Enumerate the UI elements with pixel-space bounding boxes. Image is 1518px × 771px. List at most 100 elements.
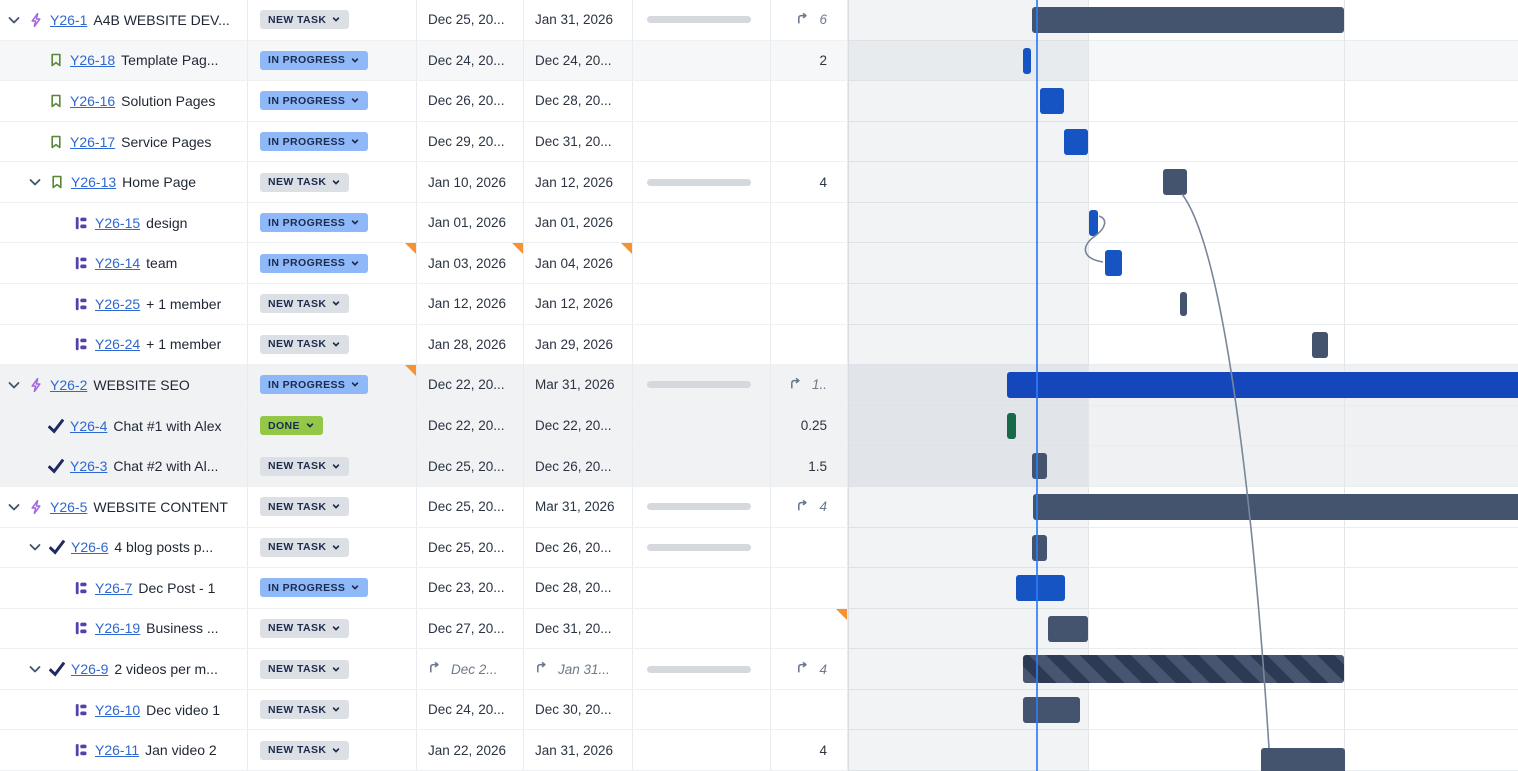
gantt-bar[interactable]	[1023, 655, 1344, 684]
task-key-link[interactable]: Y26-3	[70, 458, 108, 475]
end-date-cell[interactable]: Dec 28, 20...	[524, 568, 633, 608]
estimation-cell[interactable]: 4	[771, 162, 848, 202]
task-key-link[interactable]: Y26-18	[70, 52, 116, 69]
gantt-bar[interactable]	[1040, 88, 1064, 115]
task-name-cell[interactable]: Y26-18 Template Pag...	[0, 40, 248, 81]
start-date-cell[interactable]: Dec 2...	[417, 649, 524, 689]
task-key-link[interactable]: Y26-1	[50, 11, 88, 28]
end-date-cell[interactable]: Dec 31, 20...	[524, 608, 633, 649]
status-dropdown[interactable]: NEW TASK	[260, 172, 350, 192]
task-key-link[interactable]: Y26-24	[95, 336, 141, 353]
task-key-link[interactable]: Y26-2	[50, 376, 88, 393]
task-name-cell[interactable]: Y26-1 A4B WEBSITE DEV...	[0, 0, 248, 40]
task-key-link[interactable]: Y26-9	[71, 661, 109, 678]
gantt-bar[interactable]	[1032, 7, 1344, 33]
task-key-link[interactable]: Y26-14	[95, 255, 141, 272]
task-key-link[interactable]: Y26-11	[95, 742, 140, 759]
status-dropdown[interactable]: NEW TASK	[260, 537, 350, 557]
estimation-cell[interactable]	[771, 527, 848, 568]
gantt-bar[interactable]	[1180, 292, 1187, 317]
task-name-cell[interactable]: Y26-24 + 1 member	[0, 324, 248, 365]
end-date-cell[interactable]: Jan 12, 2026	[524, 162, 633, 202]
start-date-cell[interactable]: Dec 25, 20...	[417, 446, 524, 486]
end-date-cell[interactable]: Jan 31...	[524, 649, 633, 689]
start-date-cell[interactable]: Jan 22, 2026	[417, 730, 524, 770]
chevron-down-icon[interactable]	[6, 377, 22, 393]
chevron-down-icon[interactable]	[27, 174, 43, 190]
task-name-cell[interactable]: Y26-17 Service Pages	[0, 121, 248, 162]
end-date-cell[interactable]: Jan 04, 2026	[524, 243, 633, 284]
task-name-cell[interactable]: Y26-15 design	[0, 202, 248, 243]
task-key-link[interactable]: Y26-25	[95, 295, 141, 312]
chevron-down-icon[interactable]	[27, 539, 43, 555]
gantt-bar[interactable]	[1163, 169, 1187, 196]
task-name-cell[interactable]: Y26-16 Solution Pages	[0, 81, 248, 121]
status-dropdown[interactable]: IN PROGRESS	[260, 50, 369, 70]
estimation-cell[interactable]: 1.5	[771, 446, 848, 486]
end-date-cell[interactable]: Dec 28, 20...	[524, 81, 633, 121]
estimation-cell[interactable]: 0.25	[771, 405, 848, 446]
task-name-cell[interactable]: Y26-7 Dec Post - 1	[0, 568, 248, 608]
end-date-cell[interactable]: Dec 31, 20...	[524, 121, 633, 162]
status-dropdown[interactable]: IN PROGRESS	[260, 578, 369, 598]
task-name-cell[interactable]: Y26-13 Home Page	[0, 162, 248, 202]
task-name-cell[interactable]: Y26-19 Business ...	[0, 608, 248, 649]
status-dropdown[interactable]: NEW TASK	[260, 10, 350, 30]
status-dropdown[interactable]: NEW TASK	[260, 740, 350, 760]
start-date-cell[interactable]: Dec 26, 20...	[417, 81, 524, 121]
end-date-cell[interactable]: Jan 31, 2026	[524, 0, 633, 40]
estimation-cell[interactable]	[771, 608, 848, 649]
estimation-cell[interactable]	[771, 202, 848, 243]
end-date-cell[interactable]: Jan 01, 2026	[524, 202, 633, 243]
task-key-link[interactable]: Y26-17	[70, 133, 116, 150]
estimation-cell[interactable]: 6	[771, 0, 848, 40]
chevron-down-icon[interactable]	[6, 499, 22, 515]
estimation-cell[interactable]: 4	[771, 730, 848, 770]
gantt-bar[interactable]	[1033, 493, 1518, 520]
task-name-cell[interactable]: Y26-10 Dec video 1	[0, 689, 248, 730]
task-key-link[interactable]: Y26-6	[71, 539, 109, 556]
end-date-cell[interactable]: Jan 29, 2026	[524, 324, 633, 365]
start-date-cell[interactable]: Dec 25, 20...	[417, 0, 524, 40]
start-date-cell[interactable]: Dec 24, 20...	[417, 40, 524, 81]
start-date-cell[interactable]: Jan 10, 2026	[417, 162, 524, 202]
status-dropdown[interactable]: NEW TASK	[260, 334, 350, 354]
status-dropdown[interactable]: IN PROGRESS	[260, 253, 369, 273]
status-dropdown[interactable]: IN PROGRESS	[260, 213, 369, 233]
task-name-cell[interactable]: Y26-25 + 1 member	[0, 284, 248, 324]
status-dropdown[interactable]: NEW TASK	[260, 700, 350, 720]
estimation-cell[interactable]: 4	[771, 486, 848, 527]
task-name-cell[interactable]: Y26-3 Chat #2 with Al...	[0, 446, 248, 486]
end-date-cell[interactable]: Mar 31, 2026	[524, 486, 633, 527]
gantt-bar[interactable]	[1023, 696, 1080, 723]
end-date-cell[interactable]: Dec 26, 20...	[524, 446, 633, 486]
status-dropdown[interactable]: NEW TASK	[260, 659, 350, 679]
start-date-cell[interactable]: Dec 23, 20...	[417, 568, 524, 608]
status-dropdown[interactable]: DONE	[260, 416, 323, 436]
start-date-cell[interactable]: Dec 27, 20...	[417, 608, 524, 649]
gantt-bar[interactable]	[1048, 615, 1088, 642]
gantt-bar[interactable]	[1312, 331, 1328, 358]
estimation-cell[interactable]: 4	[771, 649, 848, 689]
end-date-cell[interactable]: Dec 22, 20...	[524, 405, 633, 446]
end-date-cell[interactable]: Dec 24, 20...	[524, 40, 633, 81]
start-date-cell[interactable]: Jan 28, 2026	[417, 324, 524, 365]
start-date-cell[interactable]: Jan 01, 2026	[417, 202, 524, 243]
task-key-link[interactable]: Y26-7	[95, 579, 133, 596]
end-date-cell[interactable]: Dec 26, 20...	[524, 527, 633, 568]
start-date-cell[interactable]: Jan 12, 2026	[417, 284, 524, 324]
task-key-link[interactable]: Y26-15	[95, 214, 141, 231]
gantt-bar[interactable]	[1064, 128, 1088, 155]
status-dropdown[interactable]: NEW TASK	[260, 456, 350, 476]
status-dropdown[interactable]: IN PROGRESS	[260, 375, 369, 395]
start-date-cell[interactable]: Dec 24, 20...	[417, 689, 524, 730]
task-key-link[interactable]: Y26-4	[70, 417, 108, 434]
estimation-cell[interactable]	[771, 81, 848, 121]
task-key-link[interactable]: Y26-5	[50, 498, 88, 515]
chevron-down-icon[interactable]	[6, 12, 22, 28]
gantt-bar[interactable]	[1016, 575, 1065, 602]
status-dropdown[interactable]: IN PROGRESS	[260, 91, 369, 111]
start-date-cell[interactable]: Jan 03, 2026	[417, 243, 524, 284]
start-date-cell[interactable]: Dec 29, 20...	[417, 121, 524, 162]
start-date-cell[interactable]: Dec 22, 20...	[417, 405, 524, 446]
